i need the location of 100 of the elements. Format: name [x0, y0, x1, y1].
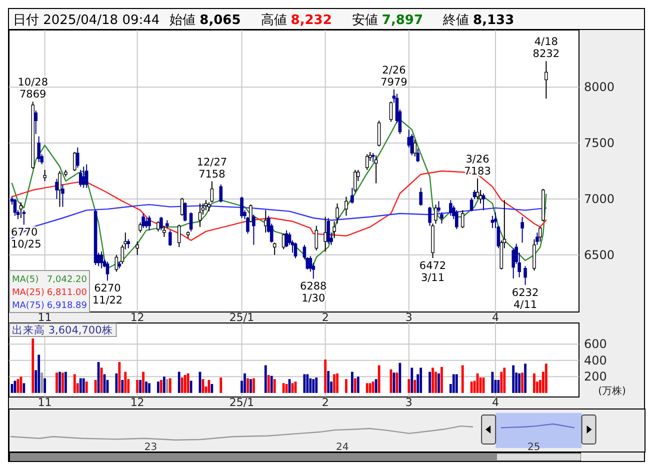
candlestick: [37, 136, 40, 163]
candlestick: [416, 148, 420, 163]
bar: [184, 375, 186, 393]
bar: [312, 379, 315, 393]
y-tick-label: 600: [584, 337, 607, 352]
bar: [142, 372, 144, 393]
candlestick: [78, 169, 82, 188]
bar: [521, 372, 524, 393]
annotation: 2/26: [382, 64, 406, 76]
bar: [62, 372, 64, 393]
x-tick-label: 4: [492, 311, 499, 324]
bar: [544, 364, 548, 393]
candlestick: [482, 192, 486, 211]
candlestick: [183, 202, 187, 222]
bar: [368, 383, 372, 393]
x-tick-label: 12: [130, 311, 144, 324]
candlestick: [189, 212, 193, 232]
candlestick: [240, 196, 244, 218]
candlestick: [437, 200, 440, 213]
bar: [438, 373, 440, 393]
x-tick-label: 25/1: [229, 396, 254, 409]
bar: [250, 379, 252, 393]
bar: [533, 373, 536, 393]
candlestick: [114, 254, 118, 272]
bar: [408, 379, 410, 393]
bar: [354, 378, 356, 393]
bar: [333, 374, 336, 393]
y-tick-label: 8000: [584, 80, 615, 94]
bar: [220, 377, 222, 393]
annotation: 1/30: [302, 292, 326, 305]
text: 8,133: [473, 13, 514, 28]
candlestick: [252, 214, 256, 246]
candlestick: [354, 169, 357, 193]
bar: [180, 377, 184, 393]
bar: [434, 372, 437, 393]
candlestick: [344, 196, 348, 216]
candlestick: [156, 220, 160, 232]
bar: [410, 368, 414, 393]
x-tick-label: 2: [322, 311, 329, 324]
candlestick: [34, 110, 38, 135]
candlestick: [61, 184, 64, 208]
bar: [208, 380, 210, 393]
candlestick: [142, 213, 145, 229]
bar: [282, 383, 285, 393]
bar: [420, 368, 422, 393]
text: MA(5): [12, 275, 39, 285]
annotation: 7183: [464, 166, 491, 178]
annotation: 12/27: [196, 156, 228, 168]
bar: [372, 382, 374, 393]
bar: [452, 374, 455, 393]
annotation: 7,042.20: [46, 275, 88, 285]
x-tick-label: 23: [144, 442, 158, 453]
bar: [166, 379, 168, 393]
candlestick: [536, 232, 539, 246]
x-tick-label: 4: [492, 396, 499, 409]
annotation: 3/26: [466, 154, 490, 166]
candlestick: [410, 134, 414, 156]
candlestick: [490, 215, 494, 229]
candlestick: [294, 242, 298, 259]
line-series: [11, 204, 547, 239]
bar: [440, 366, 443, 393]
candlestick: [162, 225, 166, 238]
bar: [168, 378, 172, 393]
candlestick: [326, 218, 330, 244]
bar: [309, 378, 312, 393]
candlestick: [377, 120, 381, 147]
x-tick-label: 25: [528, 442, 540, 453]
candlestick: [19, 202, 23, 218]
candlestick: [512, 248, 515, 279]
bar: [40, 372, 44, 393]
annotation: 6472: [419, 260, 446, 272]
text: 高値: [260, 12, 287, 28]
bar: [270, 376, 273, 393]
annotation: 10/25: [11, 238, 42, 251]
candlestick: [144, 218, 148, 229]
candlestick: [136, 241, 139, 256]
candlestick: [13, 198, 17, 216]
candlestick: [82, 166, 86, 188]
bar: [82, 378, 85, 393]
bar: [524, 364, 526, 393]
bar: [497, 380, 500, 393]
bar: [264, 365, 267, 393]
bar: [336, 373, 338, 393]
x-tick-label: 11: [38, 311, 52, 324]
bar: [327, 370, 330, 393]
x-tick-label: 3: [405, 396, 412, 409]
candlestick: [520, 216, 524, 244]
annotation: 6232: [512, 286, 539, 299]
bar: [503, 368, 506, 393]
bar: [356, 376, 360, 393]
candlestick: [454, 210, 458, 230]
bar: [44, 378, 46, 393]
y-tick-label: 6500: [584, 248, 615, 262]
y-tick-label: 200: [584, 370, 607, 384]
chart-title: 日付 2025/04/18 09:44: [13, 13, 160, 28]
candlestick: [100, 251, 104, 269]
annotation: 11/22: [92, 294, 123, 307]
candlestick: [272, 242, 276, 256]
bar: [345, 379, 348, 393]
bar: [414, 380, 416, 393]
